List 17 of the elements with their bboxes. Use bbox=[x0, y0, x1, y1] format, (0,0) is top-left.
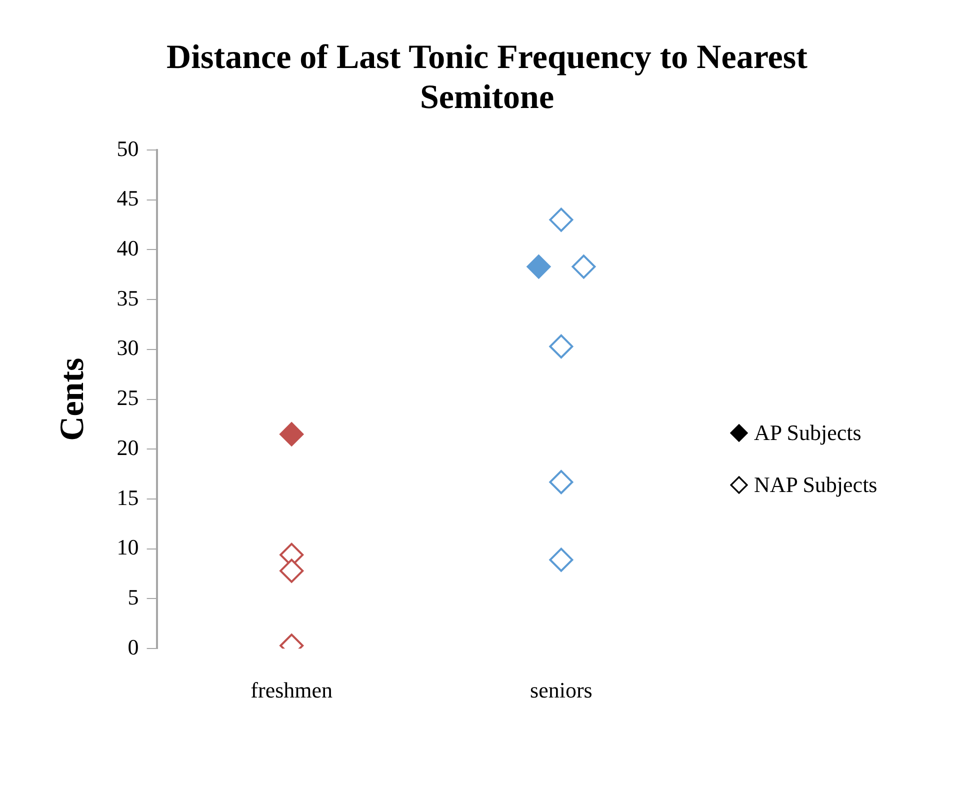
y-tick-label: 45 bbox=[116, 186, 139, 211]
x-tick-label: seniors bbox=[530, 678, 592, 703]
y-tick-label: 15 bbox=[116, 484, 139, 510]
chart-title: Distance of Last Tonic Frequency to Nearest Semitone bbox=[166, 38, 808, 118]
text: AP Subjects bbox=[754, 420, 862, 446]
y-tick-label: 0 bbox=[128, 634, 139, 660]
y-tick-label: 35 bbox=[116, 285, 139, 310]
y-tick-label: 5 bbox=[128, 584, 139, 610]
y-axis-title: Cents bbox=[54, 358, 92, 441]
y-tick-label: 20 bbox=[116, 434, 139, 460]
y-tick-label: 25 bbox=[116, 385, 139, 410]
x-tick-label: freshmen bbox=[250, 678, 333, 703]
y-tick-label: 10 bbox=[116, 534, 139, 560]
y-tick-label: 50 bbox=[116, 136, 139, 161]
y-tick-label: 40 bbox=[116, 236, 139, 260]
y-tick-label: 30 bbox=[116, 335, 139, 360]
text: NAP Subjects bbox=[754, 472, 878, 498]
